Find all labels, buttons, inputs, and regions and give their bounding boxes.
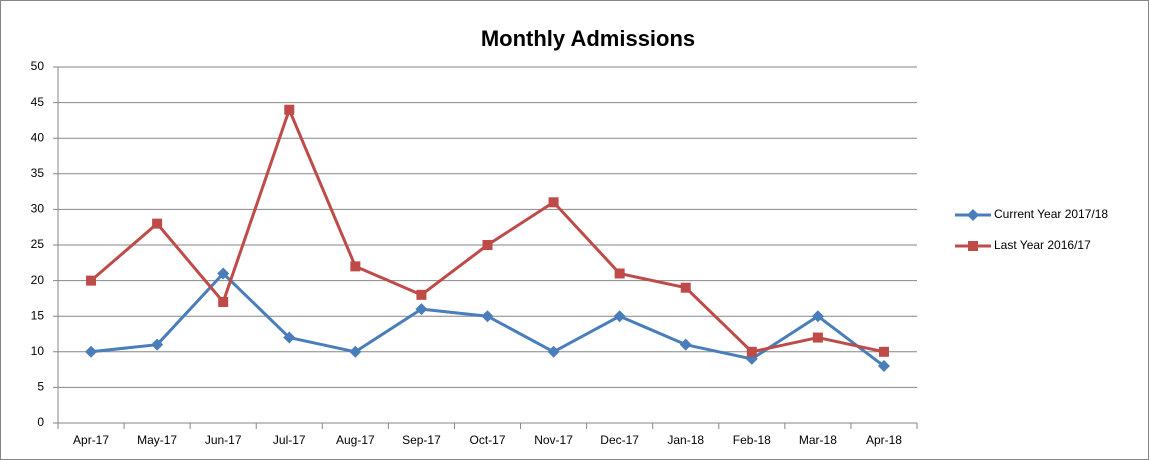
data-point xyxy=(350,261,361,272)
data-point xyxy=(416,289,427,300)
data-point xyxy=(548,197,559,208)
chart-title: Monthly Admissions xyxy=(481,26,695,51)
data-point xyxy=(481,310,494,323)
x-tick-label: Jun-17 xyxy=(205,433,242,447)
legend-marker xyxy=(967,209,979,221)
data-point xyxy=(151,338,164,351)
data-point xyxy=(415,303,428,316)
legend-label: Current Year 2017/18 xyxy=(994,207,1108,221)
x-tick-label: Oct-17 xyxy=(469,433,505,447)
y-tick-label: 15 xyxy=(31,308,45,322)
x-tick-label: Nov-17 xyxy=(534,433,573,447)
y-tick-label: 35 xyxy=(31,166,45,180)
x-tick-label: Sep-17 xyxy=(402,433,441,447)
x-tick-label: Jul-17 xyxy=(273,433,306,447)
data-point xyxy=(85,345,98,358)
data-point xyxy=(283,331,296,344)
legend-label: Last Year 2016/17 xyxy=(994,238,1091,252)
data-point xyxy=(86,275,97,286)
x-tick-label: Dec-17 xyxy=(600,433,639,447)
y-tick-label: 40 xyxy=(31,130,45,144)
legend-marker xyxy=(968,241,978,251)
data-point xyxy=(614,268,625,279)
data-point xyxy=(811,310,824,323)
data-point xyxy=(349,345,362,358)
data-point xyxy=(878,346,889,357)
y-tick-label: 50 xyxy=(31,59,45,73)
x-tick-label: May-17 xyxy=(137,433,177,447)
data-point xyxy=(679,338,692,351)
y-tick-label: 25 xyxy=(31,237,45,251)
data-point xyxy=(217,267,230,280)
data-point xyxy=(547,345,560,358)
x-tick-label: Apr-17 xyxy=(73,433,109,447)
y-tick-label: 10 xyxy=(31,344,45,358)
y-tick-label: 45 xyxy=(31,95,45,109)
x-tick-label: Jan-18 xyxy=(667,433,704,447)
y-tick-label: 0 xyxy=(37,415,44,429)
y-tick-label: 5 xyxy=(37,380,44,394)
x-tick-label: Feb-18 xyxy=(733,433,771,447)
data-point xyxy=(877,360,890,373)
data-point xyxy=(218,296,229,307)
y-tick-label: 30 xyxy=(31,202,45,216)
data-point xyxy=(812,332,823,343)
data-point xyxy=(680,282,691,293)
data-point xyxy=(152,218,163,229)
x-tick-label: Apr-18 xyxy=(866,433,902,447)
x-tick-label: Aug-17 xyxy=(336,433,375,447)
data-point xyxy=(613,310,626,323)
y-tick-label: 20 xyxy=(31,273,45,287)
x-tick-label: Mar-18 xyxy=(799,433,837,447)
data-point xyxy=(284,104,295,115)
data-point xyxy=(746,346,757,357)
data-point xyxy=(482,240,493,250)
